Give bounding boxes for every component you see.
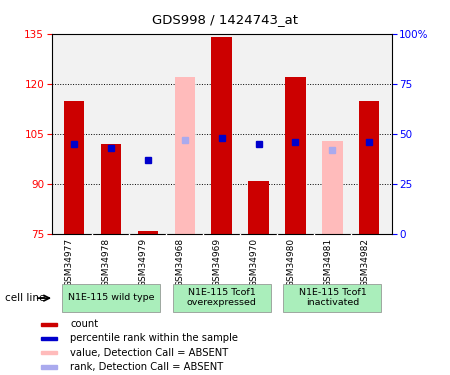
Text: GSM34979: GSM34979 <box>139 238 148 287</box>
Bar <box>285 77 306 234</box>
Text: percentile rank within the sample: percentile rank within the sample <box>70 333 238 344</box>
Text: GSM34968: GSM34968 <box>176 238 184 287</box>
Text: count: count <box>70 319 98 329</box>
Bar <box>322 141 342 234</box>
Text: value, Detection Call = ABSENT: value, Detection Call = ABSENT <box>70 348 228 358</box>
Text: GSM34969: GSM34969 <box>212 238 221 287</box>
Text: GSM34978: GSM34978 <box>102 238 111 287</box>
Bar <box>41 322 57 326</box>
Bar <box>173 284 270 312</box>
Bar <box>284 284 381 312</box>
Text: GDS998 / 1424743_at: GDS998 / 1424743_at <box>152 13 298 26</box>
Text: N1E-115 Tcof1
inactivated: N1E-115 Tcof1 inactivated <box>298 288 366 307</box>
Bar <box>359 100 379 234</box>
Bar <box>212 37 232 234</box>
Text: rank, Detection Call = ABSENT: rank, Detection Call = ABSENT <box>70 362 223 372</box>
Bar <box>41 351 57 354</box>
Bar <box>62 284 160 312</box>
Text: N1E-115 Tcof1
overexpressed: N1E-115 Tcof1 overexpressed <box>187 288 256 307</box>
Bar <box>138 231 158 234</box>
Bar <box>64 100 84 234</box>
Bar <box>248 181 269 234</box>
Bar <box>41 337 57 340</box>
Text: GSM34980: GSM34980 <box>287 238 296 287</box>
Text: N1E-115 wild type: N1E-115 wild type <box>68 293 154 302</box>
Text: GSM34970: GSM34970 <box>250 238 259 287</box>
Text: GSM34981: GSM34981 <box>324 238 333 287</box>
Bar <box>175 77 195 234</box>
Bar <box>101 144 121 234</box>
Text: cell line: cell line <box>5 293 46 303</box>
Bar <box>41 365 57 369</box>
Text: GSM34977: GSM34977 <box>65 238 74 287</box>
Text: GSM34982: GSM34982 <box>360 238 369 287</box>
